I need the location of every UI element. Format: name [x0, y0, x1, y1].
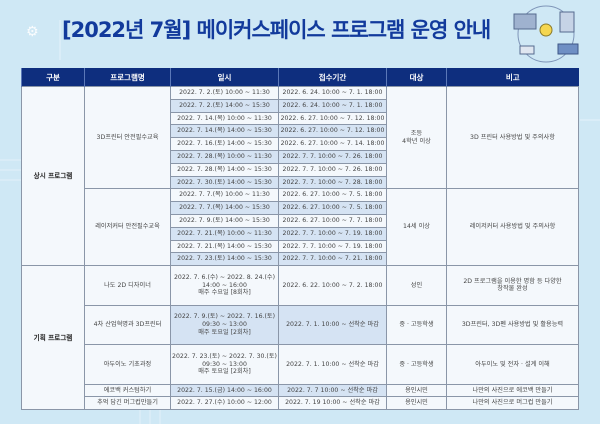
gear-icon: ⚙ [26, 24, 39, 40]
period-cell: 2022. 7. 1. 10:00 ~ 선착순 마감 [278, 344, 387, 385]
date-cell: 2022. 7. 21.(목) 14:00 ~ 15:30 [170, 239, 279, 254]
table-row: 2022. 7. 14.(목) 14:00 ~ 15:30 2022. 6. 27… [22, 124, 579, 139]
date-cell: 2022. 7. 21.(목) 10:00 ~ 11:30 [170, 226, 279, 241]
period-cell: 2022. 7. 7. 10:00 ~ 7. 26. 18:00 [278, 162, 387, 177]
table-header-row: 구분 프로그램명 일시 접수기간 대상 비고 [21, 68, 579, 87]
maker-illustration [513, 5, 579, 63]
date-cell: 2022. 7. 28.(목) 10:00 ~ 11:30 [170, 149, 279, 164]
note-cell: 3D프린터, 3D펜 사용방법 및 활용능력 [446, 304, 579, 346]
table-row: 추억 담긴 머그컵만들기 2022. 7. 27.(수) 10:00 ~ 12:0… [22, 396, 579, 411]
period-cell: 2022. 7. 7 10:00 ~ 선착순 마감 [278, 383, 387, 398]
note-cell: 나만의 사진으로 머그컵 만들기 [446, 396, 579, 411]
program-name-cell: 4차 산업혁명과 3D프린터 [84, 304, 171, 346]
note-cell: 아두이노 및 전자 · 설계 이해 [446, 344, 579, 385]
period-cell: 2022. 6. 27. 10:00 ~ 7. 5. 18:00 [278, 188, 387, 203]
period-cell: 2022. 6. 22. 10:00 ~ 7. 2. 18:00 [278, 265, 387, 306]
date-cell: 2022. 7. 14.(목) 14:00 ~ 15:30 [170, 124, 279, 139]
category-cell: 기획 프로그램 [21, 265, 85, 411]
table-row: 기획 프로그램 나도 2D 디자이너 2022. 7. 6.(수) ~ 2022. … [21, 265, 579, 411]
period-cell: 2022. 6. 27. 10:00 ~ 7. 7. 18:00 [278, 213, 387, 228]
date-cell: 2022. 7. 7.(목) 14:00 ~ 15:30 [170, 201, 279, 215]
program-name-cell: 나도 2D 디자이너 [84, 265, 171, 306]
note-cell: 2D 프로그램을 이용한 명함 등 다양한 창작물 완성 [446, 265, 579, 306]
date-cell: 2022. 7. 9.(토) 14:00 ~ 15:30 [170, 213, 279, 228]
note-cell: 레이저커터 사용방법 및 주의사항 [446, 188, 579, 267]
period-cell: 2022. 6. 24. 10:00 ~ 7. 1. 18:00 [278, 98, 387, 113]
table-row: 4차 산업혁명과 3D프린터 2022. 7. 9.(토) ~ 2022. 7. … [22, 304, 579, 346]
program-name-cell: 아두이노 기초과정 [84, 344, 171, 385]
table-row: 상시 프로그램 3D프린터 안전필수교육 2022. 7. 2.(토) 10:00 … [21, 85, 579, 267]
column-header: 비고 [446, 68, 579, 87]
date-cell: 2022. 7. 23.(토) ~ 2022. 7. 30.(토) 09:30 ~… [170, 344, 279, 385]
target-cell: 중 · 고등학생 [386, 304, 447, 346]
table-row: 2022. 7. 28.(목) 14:00 ~ 15:30 2022. 7. 7.… [22, 162, 579, 177]
period-cell: 2022. 7. 7. 10:00 ~ 7. 19. 18:00 [278, 239, 387, 254]
date-cell: 2022. 7. 16.(토) 14:00 ~ 15:30 [170, 137, 279, 151]
date-cell: 2022. 7. 14.(목) 10:00 ~ 11:30 [170, 111, 279, 126]
target-cell: 성인 [386, 265, 447, 306]
period-cell: 2022. 7. 7. 10:00 ~ 7. 19. 18:00 [278, 226, 387, 241]
column-header: 일시 [170, 68, 279, 87]
period-cell: 2022. 6. 24. 10:00 ~ 7. 1. 18:00 [278, 86, 387, 100]
period-cell: 2022. 7. 7. 10:00 ~ 7. 28. 18:00 [278, 175, 387, 190]
period-cell: 2022. 6. 27. 10:00 ~ 7. 12. 18:00 [278, 124, 387, 139]
column-header: 대상 [386, 68, 447, 87]
program-name-cell: 레이저커터 안전필수교육 [84, 188, 171, 267]
target-cell: 용인시민 [386, 396, 447, 411]
program-name-cell: 에코백 커스텀하기 [84, 383, 171, 398]
period-cell: 2022. 7. 7. 10:00 ~ 7. 21. 18:00 [278, 252, 387, 267]
column-header: 접수기간 [278, 68, 387, 87]
page-title: [2022년 7월] 메이커스페이스 프로그램 운영 안내 [62, 18, 491, 42]
target-cell: 중 · 고등학생 [386, 344, 447, 385]
table-row: 아두이노 기초과정 2022. 7. 23.(토) ~ 2022. 7. 30.(… [22, 344, 579, 385]
target-cell: 용인시민 [386, 383, 447, 398]
period-cell: 2022. 6. 27. 10:00 ~ 7. 5. 18:00 [278, 201, 387, 215]
program-name-cell: 3D프린터 안전필수교육 [84, 85, 171, 190]
date-cell: 2022. 7. 6.(수) ~ 2022. 8. 24.(수) 14:00 ~ … [170, 265, 279, 306]
date-cell: 2022. 7. 2.(토) 14:00 ~ 15:30 [170, 98, 279, 113]
column-header: 구분 [21, 68, 85, 87]
date-cell: 2022. 7. 30.(토) 14:00 ~ 15:30 [170, 175, 279, 190]
table-row: 에코백 커스텀하기 2022. 7. 15.(금) 14:00 ~ 16:00 20… [22, 383, 579, 398]
table-row: 2022. 7. 7.(목) 14:00 ~ 15:30 2022. 6. 27.… [22, 201, 579, 215]
period-cell: 2022. 6. 27. 10:00 ~ 7. 12. 18:00 [278, 111, 387, 126]
date-cell: 2022. 7. 28.(목) 14:00 ~ 15:30 [170, 162, 279, 177]
note-cell: 나만의 사진으로 에코백 만들기 [446, 383, 579, 398]
date-cell: 2022. 7. 7.(목) 10:00 ~ 11:30 [170, 188, 279, 203]
column-header: 프로그램명 [84, 68, 171, 87]
period-cell: 2022. 7. 7. 10:00 ~ 7. 26. 18:00 [278, 149, 387, 164]
table-row: 레이저커터 안전필수교육 2022. 7. 7.(목) 10:00 ~ 11:30… [22, 188, 579, 267]
target-cell: 14세 이상 [386, 188, 447, 267]
period-cell: 2022. 7. 19 10:00 ~ 선착순 마감 [278, 396, 387, 411]
note-cell: 3D 프린터 사용방법 및 주의사항 [446, 85, 579, 190]
program-table: 구분 프로그램명 일시 접수기간 대상 비고 상시 프로그램 3D프린터 안전필수교육 202… [21, 68, 579, 411]
table-row: 2022. 7. 2.(토) 14:00 ~ 15:30 2022. 6. 24.… [22, 98, 579, 113]
program-name-cell: 추억 담긴 머그컵만들기 [84, 396, 171, 411]
date-cell: 2022. 7. 15.(금) 14:00 ~ 16:00 [170, 383, 279, 398]
period-cell: 2022. 7. 1. 10:00 ~ 선착순 마감 [278, 304, 387, 346]
date-cell: 2022. 7. 2.(토) 10:00 ~ 11:30 [170, 86, 279, 100]
period-cell: 2022. 6. 27. 10:00 ~ 7. 14. 18:00 [278, 137, 387, 151]
table-row: 2022. 7. 28.(목) 10:00 ~ 11:30 2022. 7. 7.… [22, 149, 579, 164]
category-cell: 상시 프로그램 [21, 85, 85, 267]
table-row: 2022. 7. 21.(목) 10:00 ~ 11:30 2022. 7. 7.… [22, 226, 579, 241]
date-cell: 2022. 7. 27.(수) 10:00 ~ 12:00 [170, 396, 279, 411]
date-cell: 2022. 7. 9.(토) ~ 2022. 7. 16.(토) 09:30 ~ … [170, 304, 279, 346]
target-cell: 조등 4학년 이상 [386, 85, 447, 190]
date-cell: 2022. 7. 23.(토) 14:00 ~ 15:30 [170, 252, 279, 267]
